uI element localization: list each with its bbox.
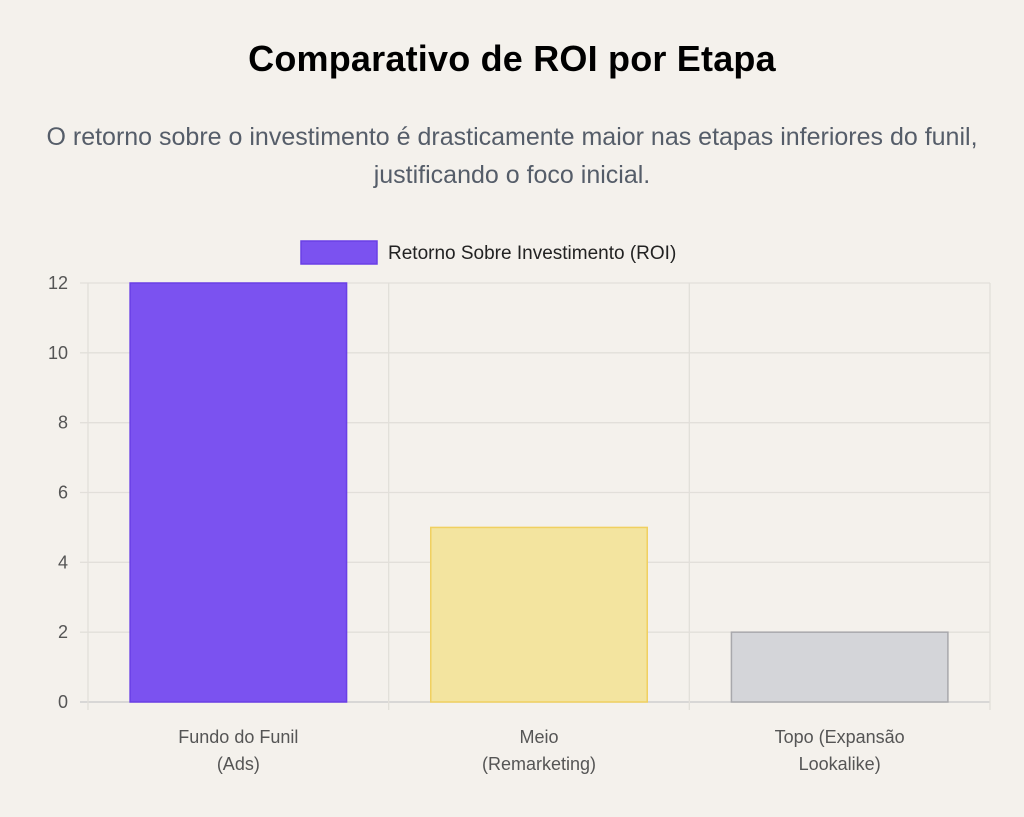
y-axis: 0 2 4 6 8 10 12 <box>48 273 68 712</box>
chart-subtitle: O retorno sobre o investimento é drastic… <box>46 123 978 189</box>
y-tick-label: 10 <box>48 343 68 363</box>
legend[interactable]: Retorno Sobre Investimento (ROI) <box>300 240 676 265</box>
y-tick-label: 4 <box>58 552 68 572</box>
x-tick-label: Topo (Expansão Lookalike) <box>775 727 905 774</box>
x-axis: Fundo do Funil (Ads) Meio (Remarketing) Topo… <box>178 727 904 774</box>
x-tick-label: Fundo do Funil (Ads) <box>178 727 298 774</box>
bar[interactable] <box>730 631 949 703</box>
bar[interactable] <box>430 526 648 703</box>
bars <box>129 282 949 703</box>
chart-title: Comparativo de ROI por Etapa <box>248 38 776 79</box>
y-tick-label: 8 <box>58 413 68 433</box>
legend-swatch <box>300 240 378 265</box>
x-tick-label: Meio (Remarketing) <box>482 727 596 774</box>
bar[interactable] <box>129 282 348 703</box>
y-tick-label: 12 <box>48 273 68 293</box>
y-tick-label: 0 <box>58 692 68 712</box>
y-tick-label: 2 <box>58 622 68 642</box>
legend-label: Retorno Sobre Investimento (ROI) <box>388 243 676 264</box>
y-tick-label: 6 <box>58 483 68 503</box>
